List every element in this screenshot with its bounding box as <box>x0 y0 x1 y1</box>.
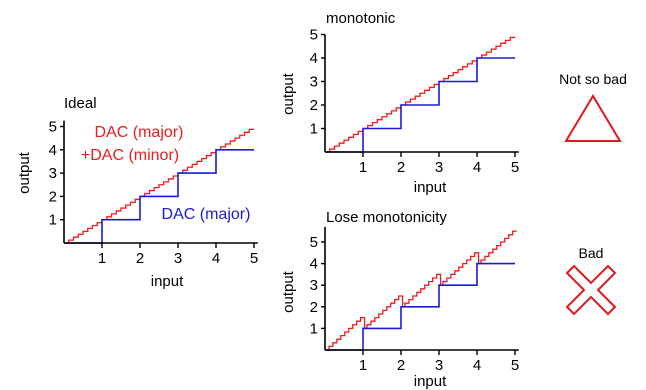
x-tick-label: 2 <box>397 159 405 176</box>
fine-staircase-segment <box>178 152 216 174</box>
x-tick-label: 1 <box>359 159 367 176</box>
ideal-y-ticks: 1 2 3 4 5 <box>49 119 64 229</box>
lose-x-ticks: 1 2 3 4 5 <box>359 350 519 374</box>
y-tick-label: 1 <box>310 320 318 337</box>
bad-label: Bad <box>579 245 604 261</box>
y-tick-label: 2 <box>49 188 57 205</box>
x-tick-label: 3 <box>435 159 443 176</box>
y-tick-label: 4 <box>310 50 318 67</box>
ideal-fine-label-line1: DAC (major) <box>95 124 184 141</box>
monotonic-x-axis-label: input <box>414 179 447 196</box>
ideal-coarse-staircase <box>64 149 254 244</box>
lose-y-axis-label: output <box>280 270 297 313</box>
monotonic-title: monotonic <box>326 10 396 27</box>
y-tick-label: 5 <box>310 234 318 251</box>
fine-staircase-segment <box>325 130 363 153</box>
y-tick-label: 2 <box>310 299 318 316</box>
x-tick-label: 2 <box>136 250 144 267</box>
fine-staircase-segment <box>401 273 442 308</box>
fine-staircase-segment <box>64 221 102 244</box>
ideal-x-axis-label: input <box>151 273 184 290</box>
x-tick-label: 3 <box>174 250 182 267</box>
y-tick-label: 2 <box>310 97 318 114</box>
y-tick-label: 1 <box>310 121 318 138</box>
y-tick-label: 1 <box>49 212 57 229</box>
lose-monotonicity-title: Lose monotonicity <box>326 209 447 226</box>
fine-staircase-segment <box>477 230 517 265</box>
ideal-coarse-label: DAC (major) <box>162 206 251 223</box>
x-tick-label: 5 <box>511 357 519 374</box>
monotonic-y-axis-label: output <box>280 72 297 115</box>
monotonic-fine-staircase <box>325 36 515 153</box>
y-tick-label: 3 <box>310 74 318 91</box>
not-so-bad-label: Not so bad <box>559 71 627 87</box>
fine-staircase-segment <box>363 295 404 330</box>
fine-staircase-segment <box>216 128 254 151</box>
x-tick-label: 4 <box>212 250 220 267</box>
x-tick-label: 4 <box>473 357 481 374</box>
y-tick-label: 4 <box>310 256 318 273</box>
ideal-y-axis-label: output <box>16 151 33 194</box>
lose-y-ticks: 1 2 3 4 5 <box>310 234 325 337</box>
fine-staircase-segment <box>439 252 480 286</box>
x-tick-label: 2 <box>397 357 405 374</box>
lose-fine-staircase <box>325 230 517 351</box>
fine-staircase-segment <box>325 316 366 351</box>
ideal-x-ticks: 1 2 3 4 5 <box>98 243 258 267</box>
ideal-fine-label-line2: +DAC (minor) <box>81 147 179 164</box>
lose-coarse-staircase <box>325 262 515 351</box>
ideal-panel: Ideal 1 2 3 4 5 1 2 3 4 5 input output DAC (majo… <box>16 95 258 290</box>
fine-staircase-segment <box>401 83 439 106</box>
cross-icon <box>565 264 617 316</box>
fine-staircase-segment <box>102 198 140 221</box>
triangle-icon <box>564 94 622 142</box>
ideal-axes <box>63 120 258 244</box>
x-tick-label: 1 <box>359 357 367 374</box>
y-tick-label: 5 <box>49 119 57 136</box>
x-tick-label: 5 <box>511 159 519 176</box>
y-tick-label: 4 <box>49 142 57 159</box>
monotonic-coarse-staircase <box>325 57 515 153</box>
lose-axes <box>324 226 519 351</box>
x-tick-label: 3 <box>435 357 443 374</box>
fine-staircase-segment <box>439 60 477 83</box>
ideal-title: Ideal <box>64 95 97 112</box>
fine-staircase-segment <box>477 36 515 59</box>
monotonic-panel: monotonic 1 2 3 4 5 1 2 3 4 5 input output <box>280 10 519 196</box>
y-tick-label: 3 <box>310 277 318 294</box>
monotonic-x-ticks: 1 2 3 4 5 <box>359 152 519 176</box>
fine-staircase-segment <box>140 175 178 198</box>
not-so-bad-verdict: Not so bad <box>559 71 627 142</box>
bad-verdict: Bad <box>565 245 617 316</box>
x-tick-label: 5 <box>250 250 258 267</box>
ideal-fine-staircase <box>64 128 254 244</box>
monotonic-axes <box>324 34 519 153</box>
lose-monotonicity-panel: Lose monotonicity 1 2 3 4 5 1 2 3 4 5 input outp… <box>280 209 519 390</box>
lose-x-axis-label: input <box>414 373 447 390</box>
x-tick-label: 4 <box>473 159 481 176</box>
y-tick-label: 3 <box>49 165 57 182</box>
fine-staircase-segment <box>363 107 401 130</box>
y-tick-label: 5 <box>310 27 318 44</box>
monotonic-y-ticks: 1 2 3 4 5 <box>310 27 325 138</box>
x-tick-label: 1 <box>98 250 106 267</box>
